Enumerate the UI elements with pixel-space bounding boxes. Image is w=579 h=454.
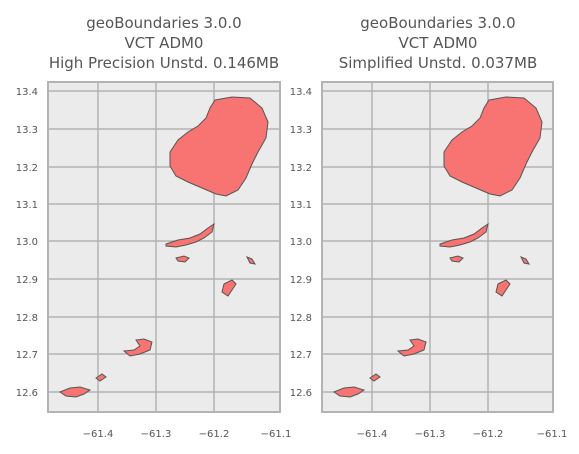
- left-y-tick-13-3: 13.3: [16, 125, 38, 136]
- right-y-tick-13-3: 13.3: [290, 125, 312, 136]
- right-x-tick-61-3: −61.3: [415, 429, 446, 440]
- left-title-line-1: geoBoundaries 3.0.0: [86, 14, 241, 32]
- right-y-tick-13-2: 13.2: [290, 163, 312, 174]
- left-y-tick-12-6: 12.6: [16, 388, 38, 399]
- right-x-tick-61-4: −61.4: [357, 429, 388, 440]
- left-y-tick-13-4: 13.4: [16, 87, 38, 98]
- left-y-tick-13-2: 13.2: [16, 163, 38, 174]
- right-title-line-1: geoBoundaries 3.0.0: [360, 14, 515, 32]
- left-y-tick-13-0: 13.0: [16, 237, 38, 248]
- right-y-tick-13-1: 13.1: [290, 200, 312, 211]
- left-x-tick-61-1: −61.1: [261, 429, 292, 440]
- right-title-line-2: VCT ADM0: [399, 34, 478, 52]
- right-x-ticks: −61.4 −61.3 −61.2 −61.1: [357, 429, 568, 440]
- left-x-ticks: −61.4 −61.3 −61.2 −61.1: [83, 429, 292, 440]
- right-x-tick-61-2: −61.2: [473, 429, 504, 440]
- right-y-tick-13-0: 13.0: [290, 237, 312, 248]
- right-y-tick-12-6: 12.6: [290, 388, 312, 399]
- left-y-tick-12-7: 12.7: [16, 350, 38, 361]
- right-x-tick-61-1: −61.1: [537, 429, 568, 440]
- right-y-ticks: 13.4 13.3 13.2 13.1 13.0 12.9 12.8 12.7 …: [290, 87, 312, 399]
- left-x-tick-61-2: −61.2: [199, 429, 230, 440]
- left-y-tick-12-8: 12.8: [16, 313, 38, 324]
- left-y-ticks: 13.4 13.3 13.2 13.1 13.0 12.9 12.8 12.7 …: [16, 87, 38, 399]
- panel-right: geoBoundaries 3.0.0 VCT ADM0 Simplified …: [290, 14, 568, 440]
- panel-left: geoBoundaries 3.0.0 VCT ADM0 High Precis…: [16, 14, 292, 440]
- right-y-tick-12-8: 12.8: [290, 313, 312, 324]
- left-y-tick-13-1: 13.1: [16, 200, 38, 211]
- right-y-tick-12-7: 12.7: [290, 350, 312, 361]
- left-x-tick-61-4: −61.4: [83, 429, 114, 440]
- left-x-tick-61-3: −61.3: [141, 429, 172, 440]
- left-title-line-2: VCT ADM0: [125, 34, 204, 52]
- right-y-tick-13-4: 13.4: [290, 87, 312, 98]
- left-y-tick-12-9: 12.9: [16, 275, 38, 286]
- right-y-tick-12-9: 12.9: [290, 275, 312, 286]
- right-title-line-3: Simplified Unstd. 0.037MB: [339, 54, 538, 72]
- left-title-line-3: High Precision Unstd. 0.146MB: [49, 54, 279, 72]
